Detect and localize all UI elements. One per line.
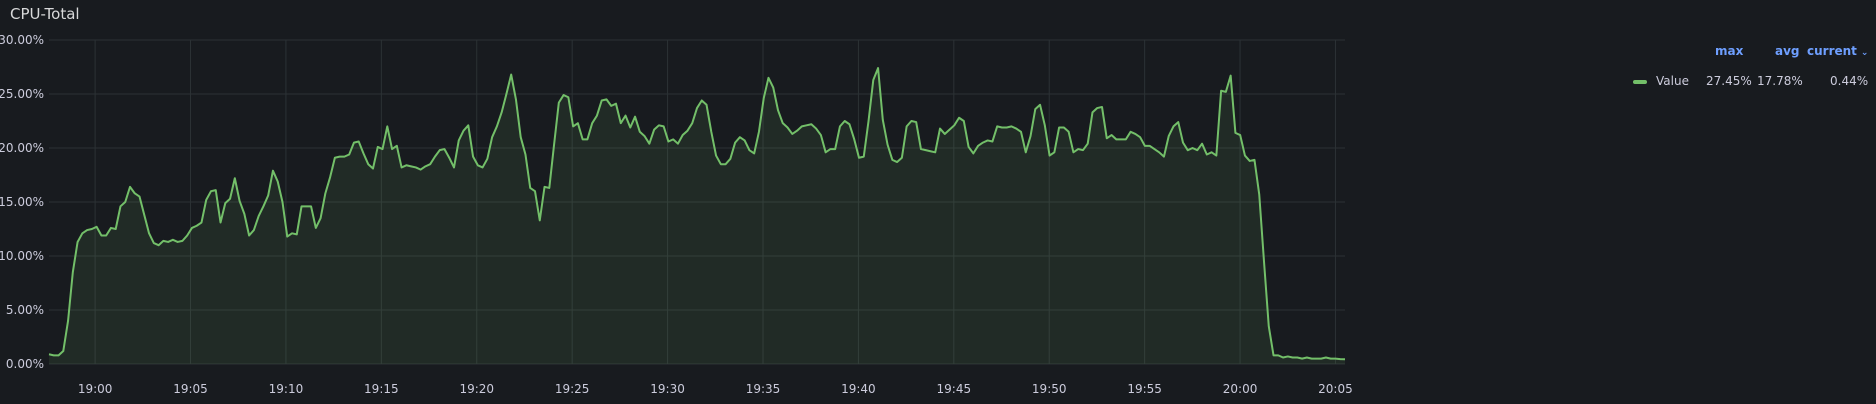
y-tick-label: 20.00% [0,141,44,155]
legend: max avg current ⌄ Value 27.45% 17.78% 0.4… [1620,44,1870,92]
legend-value-current: 0.44% [1830,74,1869,88]
legend-series-name[interactable]: Value [1656,74,1689,88]
plot-area [48,67,1346,364]
x-axis: 19:00 19:05 19:10 19:15 19:20 19:25 19:30 19:35… [78,382,1353,396]
series-area-fill [49,68,1345,364]
panel-title: CPU-Total [10,5,80,23]
y-axis: 0.00% 5.00% 10.00% 15.00% 20.00% 25.00% 30.00% [0,33,44,371]
x-tick-label: 19:20 [459,382,494,396]
x-tick-label: 19:15 [364,382,399,396]
x-tick-label: 19:55 [1127,382,1162,396]
x-tick-label: 19:00 [78,382,113,396]
y-tick-label: 15.00% [0,195,44,209]
chevron-down-icon: ⌄ [1860,48,1869,58]
series-line [48,67,1346,361]
x-tick-label: 19:35 [746,382,781,396]
legend-col-current[interactable]: current ⌄ [1807,44,1868,58]
x-tick-label: 19:10 [269,382,304,396]
y-tick-label: 30.00% [0,33,44,47]
y-tick-label: 0.00% [6,357,44,371]
series-color-swatch[interactable] [1633,80,1647,84]
legend-header: max avg current ⌄ [1620,44,1870,62]
legend-item[interactable]: Value 27.45% 17.78% 0.44% [1620,74,1870,92]
x-tick-label: 19:30 [650,382,685,396]
legend-col-current-label: current [1807,44,1857,58]
y-tick-label: 25.00% [0,87,44,101]
x-tick-label: 20:05 [1318,382,1353,396]
legend-col-avg[interactable]: avg [1775,44,1800,58]
time-series-chart: 0.00% 5.00% 10.00% 15.00% 20.00% 25.00% 30.00%… [0,33,1353,396]
y-tick-label: 5.00% [6,303,44,317]
x-tick-label: 19:45 [937,382,972,396]
chart-grid [49,39,1345,365]
legend-value-avg: 17.78% [1757,74,1803,88]
legend-col-max[interactable]: max [1715,44,1744,58]
x-tick-label: 20:00 [1223,382,1258,396]
x-tick-label: 19:25 [555,382,590,396]
legend-value-max: 27.45% [1706,74,1752,88]
x-tick-label: 19:40 [841,382,876,396]
x-tick-label: 19:50 [1032,382,1067,396]
y-tick-label: 10.00% [0,249,44,263]
x-tick-label: 19:05 [173,382,208,396]
